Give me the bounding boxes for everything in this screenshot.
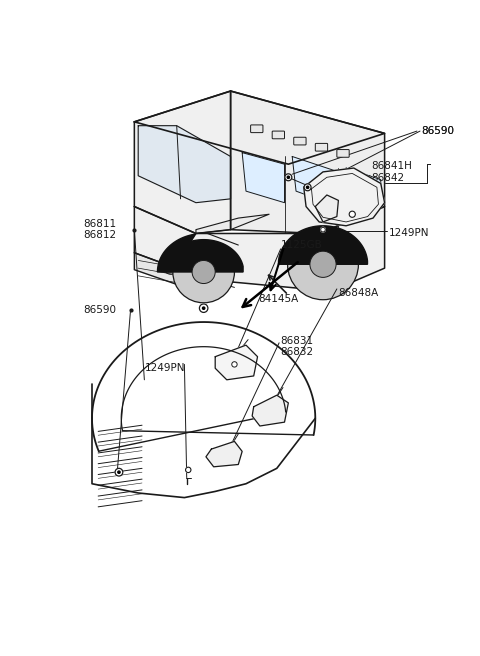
Circle shape bbox=[288, 229, 359, 300]
Text: 86590: 86590 bbox=[421, 126, 455, 136]
Text: 86841H
86842: 86841H 86842 bbox=[372, 161, 412, 182]
Circle shape bbox=[285, 174, 291, 180]
Circle shape bbox=[349, 211, 355, 217]
Circle shape bbox=[173, 241, 234, 303]
Circle shape bbox=[116, 469, 122, 476]
Text: 84145A: 84145A bbox=[258, 294, 299, 304]
Text: 1125GB: 1125GB bbox=[281, 240, 323, 250]
Circle shape bbox=[192, 260, 215, 283]
Polygon shape bbox=[242, 153, 285, 203]
FancyBboxPatch shape bbox=[294, 137, 306, 145]
Circle shape bbox=[186, 467, 191, 472]
Polygon shape bbox=[164, 239, 243, 272]
Circle shape bbox=[304, 184, 311, 190]
Circle shape bbox=[199, 304, 208, 312]
Polygon shape bbox=[304, 168, 384, 226]
Text: 86848A: 86848A bbox=[338, 288, 379, 298]
Polygon shape bbox=[315, 195, 338, 222]
Polygon shape bbox=[134, 207, 384, 291]
Circle shape bbox=[118, 471, 120, 474]
FancyBboxPatch shape bbox=[272, 131, 285, 139]
FancyBboxPatch shape bbox=[251, 125, 263, 133]
Circle shape bbox=[232, 361, 237, 367]
Polygon shape bbox=[157, 234, 196, 272]
Polygon shape bbox=[134, 91, 230, 234]
Circle shape bbox=[203, 307, 205, 310]
Polygon shape bbox=[134, 253, 207, 295]
Polygon shape bbox=[292, 157, 338, 207]
Polygon shape bbox=[278, 226, 368, 264]
Text: 86811
86812: 86811 86812 bbox=[83, 219, 116, 241]
Circle shape bbox=[287, 176, 289, 178]
Text: 86590: 86590 bbox=[83, 306, 116, 316]
Polygon shape bbox=[252, 395, 288, 426]
Circle shape bbox=[310, 251, 336, 277]
FancyBboxPatch shape bbox=[315, 144, 328, 151]
Polygon shape bbox=[346, 168, 381, 207]
Circle shape bbox=[321, 228, 325, 232]
Polygon shape bbox=[215, 345, 258, 380]
Text: 1249PN: 1249PN bbox=[388, 228, 429, 239]
Text: 86831
86832: 86831 86832 bbox=[281, 336, 314, 358]
Polygon shape bbox=[134, 91, 384, 164]
Polygon shape bbox=[196, 215, 269, 234]
Circle shape bbox=[306, 186, 309, 188]
Polygon shape bbox=[230, 91, 384, 234]
Text: 86590: 86590 bbox=[421, 126, 455, 136]
Polygon shape bbox=[206, 441, 242, 467]
FancyBboxPatch shape bbox=[337, 150, 349, 157]
Text: 1249PN: 1249PN bbox=[144, 363, 185, 373]
Polygon shape bbox=[138, 126, 230, 203]
